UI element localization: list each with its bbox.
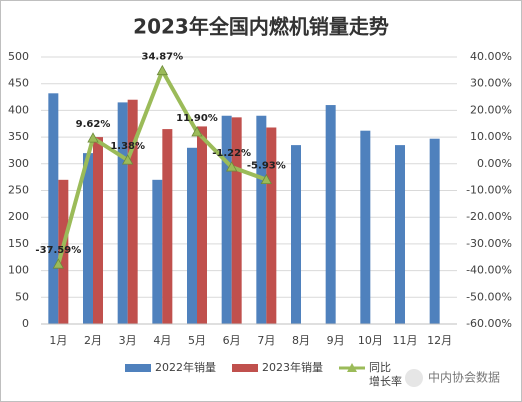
marker	[156, 64, 169, 76]
y-tick-label: 300	[8, 157, 29, 170]
bar	[291, 145, 301, 324]
bar	[325, 105, 336, 324]
y2-tick-label: -40.00%	[466, 264, 512, 277]
x-tick-label: 7月	[257, 334, 275, 347]
bar	[429, 138, 440, 324]
bar	[162, 129, 173, 324]
y-tick-label: 250	[8, 184, 29, 197]
data-label: 1.38%	[110, 141, 145, 152]
legend-label: 同比增长率	[369, 361, 402, 388]
bar	[187, 147, 197, 324]
bar	[256, 115, 267, 325]
bar	[266, 127, 277, 324]
watermark-icon	[405, 369, 423, 387]
x-tick-label: 9月	[327, 334, 345, 347]
x-tick-label: 5月	[188, 334, 206, 347]
legend-label-line: 同比	[369, 361, 391, 374]
data-label: 9.62%	[76, 119, 111, 130]
bar	[93, 137, 103, 324]
bar	[117, 102, 128, 324]
y-tick-label: 200	[8, 210, 29, 223]
x-tick-label: 8月	[292, 334, 310, 347]
y2-tick-label: -10.00%	[466, 184, 512, 197]
y-tick-label: 400	[8, 103, 29, 116]
bar	[395, 145, 405, 324]
x-tick-label: 3月	[119, 334, 137, 347]
legend-marker	[347, 363, 357, 372]
y-tick-label: 350	[8, 130, 29, 143]
bar	[48, 93, 59, 324]
data-label: 34.87%	[142, 52, 184, 63]
y-tick-label: 50	[15, 290, 29, 303]
marker	[191, 126, 203, 137]
y2-tick-label: 20.00%	[470, 103, 512, 116]
y-tick-label: 450	[8, 77, 29, 90]
legend-label: 2022年销量	[155, 360, 216, 374]
y2-tick-label: -60.00%	[466, 317, 512, 330]
bar	[221, 115, 232, 325]
legend-label-line: 增长率	[369, 374, 402, 388]
marker	[121, 154, 134, 165]
bar	[231, 117, 242, 324]
x-tick-label: 1月	[49, 334, 67, 347]
data-label: 11.90%	[176, 113, 218, 124]
y-tick-label: 100	[8, 264, 29, 277]
y2-tick-label: 30.00%	[470, 77, 512, 90]
x-tick-label: 2月	[84, 334, 102, 347]
marker	[260, 173, 273, 185]
y-tick-label: 500	[8, 50, 29, 63]
x-tick-label: 12月	[427, 334, 452, 347]
bar	[83, 153, 93, 324]
y2-tick-label: -50.00%	[466, 290, 512, 303]
data-label: -37.59%	[35, 245, 81, 256]
x-tick-label: 10月	[358, 334, 383, 347]
legend-swatch	[125, 364, 151, 372]
y2-tick-label: 10.00%	[470, 130, 512, 143]
bar	[127, 99, 138, 324]
y-tick-label: 0	[22, 317, 29, 330]
data-label: -5.93%	[247, 161, 286, 172]
marker	[87, 132, 99, 143]
y2-tick-label: -20.00%	[466, 210, 512, 223]
y-tick-label: 150	[8, 237, 29, 250]
x-tick-label: 11月	[393, 334, 418, 347]
bar	[152, 179, 163, 324]
legend-swatch	[232, 364, 258, 372]
y2-tick-label: 40.00%	[470, 50, 512, 63]
watermark: 中内协会数据	[428, 370, 500, 385]
legend-label: 2023年销量	[262, 360, 323, 374]
x-tick-label: 4月	[153, 334, 171, 347]
bar	[197, 126, 207, 324]
y2-tick-label: -30.00%	[466, 237, 512, 250]
data-label: -1.22%	[212, 148, 251, 159]
marker	[52, 258, 65, 269]
chart-title: 2023年全国内燃机销量走势	[133, 15, 389, 39]
bar	[360, 130, 371, 324]
marker	[225, 161, 238, 172]
y2-tick-label: 0.00%	[477, 157, 512, 170]
x-tick-label: 6月	[223, 334, 241, 347]
